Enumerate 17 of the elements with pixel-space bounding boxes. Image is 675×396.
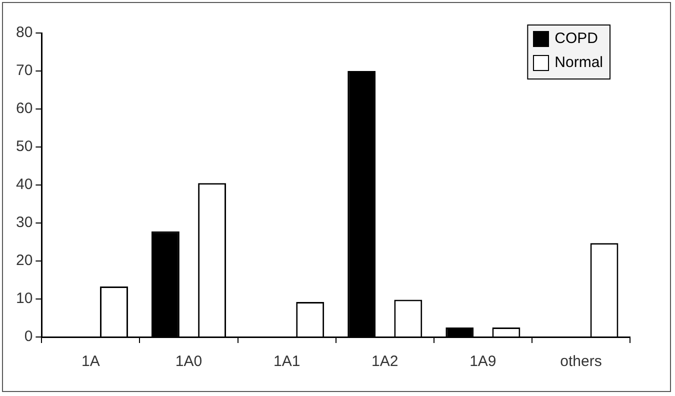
x-tick-label: 1A9	[470, 353, 496, 370]
x-tick-label: others	[560, 353, 602, 370]
y-tick-label: 20	[16, 252, 33, 270]
y-tick-label: 0	[24, 328, 33, 346]
y-tick-label: 30	[16, 214, 33, 232]
x-tick-label: 1A0	[175, 353, 202, 370]
y-tick-label: 80	[16, 24, 33, 42]
y-tick-label: 50	[16, 138, 33, 156]
x-tick-label: 1A	[82, 353, 100, 370]
legend-label: COPD	[554, 30, 598, 48]
x-tick-label: 1A2	[372, 353, 398, 370]
legend-label: Normal	[554, 54, 604, 72]
x-tick-label: 1A1	[273, 353, 300, 370]
y-tick-label: 70	[16, 62, 33, 80]
y-tick-label: 60	[16, 100, 33, 118]
y-tick-label: 10	[16, 290, 33, 308]
y-tick-label: 40	[16, 176, 33, 194]
